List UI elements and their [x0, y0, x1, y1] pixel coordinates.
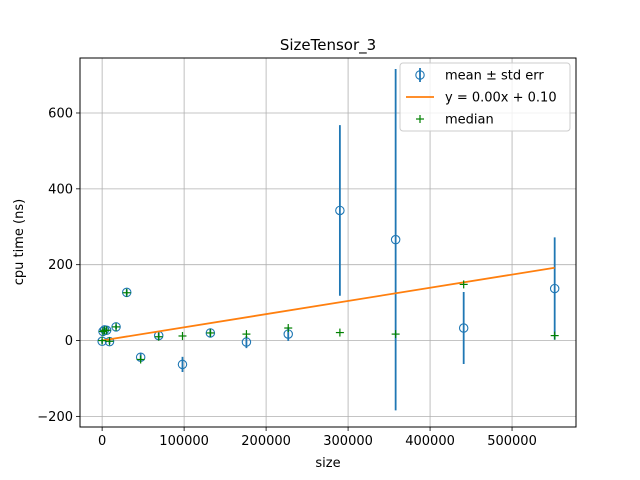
median-marker: [98, 327, 107, 336]
legend-handle-mean: [415, 70, 425, 80]
fit-line: [101, 266, 555, 342]
median-marker: [98, 336, 107, 345]
median-marker: [122, 288, 131, 297]
y-tick-label: 400: [48, 182, 73, 197]
median-marker: [550, 331, 559, 340]
legend-entry-label: y = 0.00x + 0.10: [445, 91, 557, 106]
y-tick-label: 200: [48, 258, 73, 273]
x-axis-label: size: [315, 456, 340, 471]
ticks: 0 100000 200000 300000 400000 500000 −200 0 200 4…: [37, 106, 537, 449]
median-marker: [391, 330, 400, 339]
mean-marker: [458, 323, 469, 333]
x-tick-label: 400000: [405, 434, 455, 449]
x-tick-label: 100000: [159, 434, 209, 449]
legend: mean ± std err y = 0.00x + 0.10 median: [399, 62, 571, 132]
median-marker: [136, 355, 145, 364]
plot-clipped-group: [97, 68, 560, 411]
median-marker: [284, 324, 293, 333]
x-tick-label: 500000: [487, 434, 537, 449]
chart-title: SizeTensor_3: [280, 36, 376, 55]
series-layer: [97, 68, 560, 411]
median-marker: [206, 328, 215, 337]
median-marker: [178, 331, 187, 340]
legend-entry-label: median: [445, 113, 494, 128]
median-marker: [105, 337, 114, 346]
median-marker: [102, 326, 111, 335]
y-axis-label: cpu time (ns): [12, 199, 27, 285]
mean-marker: [390, 234, 401, 245]
mean-marker: [111, 322, 121, 332]
mean-marker: [549, 283, 560, 294]
mean-marker: [205, 328, 216, 338]
x-tick-label: 200000: [241, 434, 291, 449]
median-marker: [154, 332, 163, 341]
x-tick-label: 0: [98, 434, 106, 449]
y-tick-label: −200: [37, 410, 73, 425]
x-tick-label: 300000: [323, 434, 373, 449]
legend-box: [399, 62, 571, 132]
y-tick-label: 0: [65, 334, 73, 349]
median-marker: [112, 322, 121, 331]
legend-entry-label: mean ± std err: [445, 69, 544, 84]
plot-frame: [79, 57, 577, 428]
mean-marker: [177, 359, 188, 370]
median-marker: [459, 280, 468, 289]
median-marker: [335, 328, 344, 337]
mean-marker: [335, 205, 345, 216]
y-tick-label: 600: [48, 106, 73, 121]
median-marker: [242, 330, 251, 339]
